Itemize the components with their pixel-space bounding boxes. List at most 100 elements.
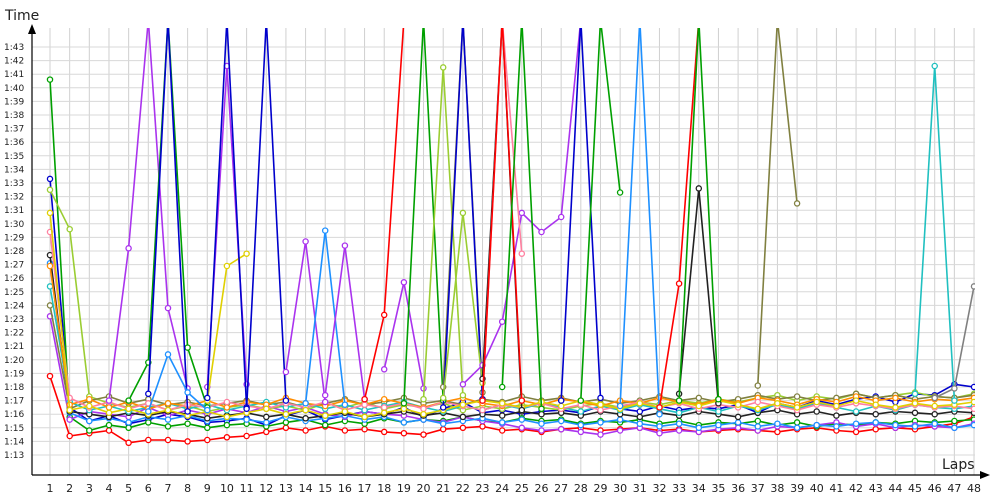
- data-point: [204, 424, 211, 432]
- x-tick-label: 7: [164, 482, 171, 495]
- data-point: [675, 280, 683, 287]
- x-tick-label: 42: [849, 482, 863, 495]
- data-point: [911, 423, 919, 430]
- data-point: [754, 423, 762, 430]
- data-point: [86, 417, 93, 425]
- y-tick-label: 1:38: [4, 111, 24, 121]
- data-point: [439, 394, 447, 402]
- data-point: [774, 420, 781, 427]
- series-excursion: [361, 28, 405, 403]
- data-point: [479, 423, 486, 430]
- data-point: [656, 404, 663, 411]
- data-point: [204, 394, 211, 402]
- data-point: [656, 423, 663, 430]
- data-point: [459, 391, 467, 399]
- y-tick-label: 1:13: [4, 451, 24, 461]
- data-point: [695, 424, 703, 432]
- data-point: [400, 405, 408, 413]
- data-point: [223, 398, 231, 406]
- data-point: [538, 405, 545, 413]
- x-tick-label: 9: [204, 482, 211, 495]
- data-point: [125, 405, 132, 413]
- x-tick-label: 40: [810, 482, 824, 495]
- x-tick-label: 26: [535, 482, 549, 495]
- data-point: [793, 200, 801, 207]
- series-line: [49, 255, 975, 420]
- data-point: [439, 64, 447, 71]
- x-tick-label: 4: [105, 482, 112, 495]
- data-point: [145, 390, 152, 398]
- series-line: [619, 28, 661, 415]
- data-point: [715, 421, 722, 429]
- data-point: [498, 400, 506, 407]
- series-excursion: [911, 62, 958, 404]
- y-tick-labels: 1:13 1:14 1:15 1:16 1:17 1:18 1:19 1:20 1:21 1:22…: [4, 43, 24, 461]
- x-tick-label: 35: [711, 482, 725, 495]
- series-line: [108, 28, 189, 401]
- y-tick-label: 1:33: [4, 179, 24, 189]
- data-point: [400, 400, 408, 407]
- x-tick-label: 11: [240, 482, 254, 495]
- data-point: [164, 400, 172, 407]
- series-line: [49, 178, 975, 426]
- x-tick-label: 43: [869, 482, 883, 495]
- data-point: [125, 419, 132, 426]
- data-point: [282, 424, 290, 432]
- x-tick-label: 46: [928, 482, 942, 495]
- data-point: [459, 209, 467, 217]
- data-point: [66, 416, 73, 423]
- data-point: [145, 436, 152, 444]
- x-tick-label: 25: [515, 482, 529, 495]
- data-point: [184, 408, 191, 415]
- data-point: [538, 427, 545, 434]
- series-excursion: [243, 28, 290, 413]
- x-tick-label: 28: [574, 482, 588, 495]
- data-point: [557, 402, 565, 410]
- data-point: [872, 410, 879, 418]
- series-excursion: [145, 28, 191, 415]
- x-tick-label: 20: [417, 482, 431, 495]
- data-point: [105, 421, 113, 429]
- x-tick-label: 39: [790, 482, 804, 495]
- data-point: [951, 385, 958, 392]
- data-point: [616, 427, 624, 434]
- series-line: [49, 265, 975, 410]
- data-point: [754, 398, 762, 406]
- data-point: [951, 397, 958, 404]
- data-point: [833, 412, 840, 419]
- data-point: [263, 428, 270, 436]
- data-point: [518, 209, 526, 217]
- data-point: [577, 408, 585, 415]
- data-point: [204, 436, 211, 444]
- data-point: [931, 62, 938, 70]
- data-point: [538, 420, 545, 427]
- data-point: [970, 421, 975, 429]
- data-point: [361, 413, 368, 421]
- x-axis-title: Laps: [942, 457, 975, 473]
- data-point: [675, 397, 683, 404]
- x-tick-label: 45: [908, 482, 922, 495]
- data-point: [597, 419, 604, 426]
- data-point: [931, 410, 938, 418]
- data-point: [341, 242, 349, 249]
- data-point: [754, 405, 762, 413]
- data-point: [46, 76, 54, 83]
- series-excursion: [105, 28, 191, 404]
- x-tick-label: 18: [377, 482, 391, 495]
- y-tick-label: 1:39: [4, 97, 24, 107]
- data-point: [892, 404, 899, 411]
- data-point: [852, 428, 860, 436]
- data-point: [164, 304, 172, 312]
- x-tick-label: 8: [184, 482, 191, 495]
- data-point: [361, 425, 368, 433]
- data-point: [125, 424, 132, 432]
- data-point: [420, 395, 427, 403]
- data-point: [302, 427, 309, 434]
- y-tick-label: 1:37: [4, 125, 24, 135]
- data-point: [105, 427, 113, 434]
- y-tick-label: 1:32: [4, 193, 24, 203]
- data-point: [459, 401, 467, 408]
- data-point: [86, 427, 93, 434]
- series-line: [147, 28, 189, 412]
- x-tick-label: 3: [86, 482, 93, 495]
